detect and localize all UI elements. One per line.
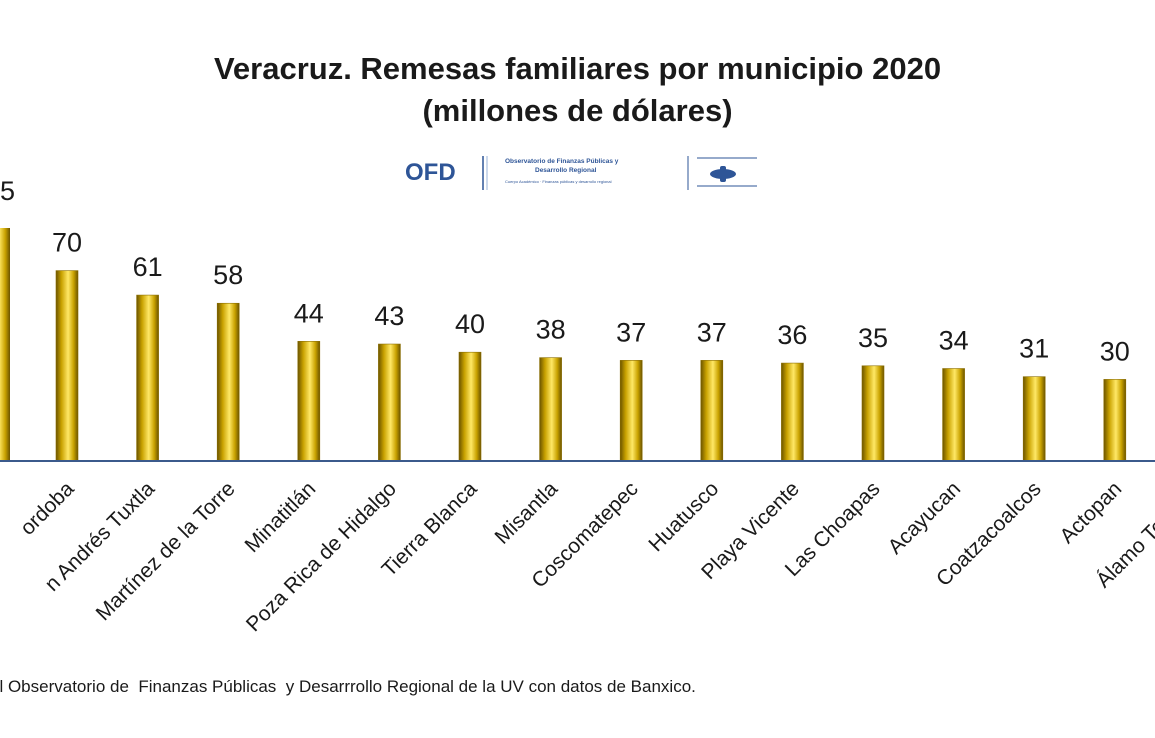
category-label-2: Martínez de la Torre: [92, 477, 240, 625]
value-label-11: 34: [939, 326, 969, 356]
value-label-6: 38: [536, 315, 566, 345]
value-label-1: 61: [133, 252, 163, 282]
bar-13: [1103, 379, 1127, 462]
bar-10: [861, 365, 885, 462]
value-label-2: 58: [213, 260, 243, 290]
category-label-8: Huatusco: [644, 477, 723, 556]
bar-4: [378, 343, 401, 462]
value-label-10: 35: [858, 323, 888, 353]
source-note: el Observatorio de Finanzas Públicas y D…: [0, 677, 696, 696]
value-label-13: 30: [1100, 336, 1130, 366]
bar-0: [55, 270, 79, 462]
ofd-logo-line3: Cuerpo Académico · Finanzas públicas y d…: [505, 179, 612, 184]
bar-2: [216, 302, 240, 462]
value-label-9: 36: [777, 320, 807, 350]
chart-title: Veracruz. Remesas familiares por municip…: [0, 48, 1155, 132]
value-label-5: 40: [455, 309, 485, 339]
value-label-3: 44: [294, 298, 324, 328]
chart-title-line: Veracruz. Remesas familiares por municip…: [213, 51, 942, 86]
ofd-logo-line1: Observatorio de Finanzas Públicas y: [505, 158, 619, 165]
bar-9: [781, 362, 804, 462]
value-label-12: 31: [1019, 334, 1049, 364]
ofd-logo-text: OFD: [405, 159, 456, 186]
bar-6: [539, 357, 562, 462]
ofd-logo: OFD Observatorio de Finanzas Públicas y …: [405, 156, 757, 190]
category-label-11: Acayucan: [884, 477, 965, 558]
bar-11: [942, 368, 965, 462]
bar-5: [458, 351, 482, 462]
category-label-0: ordoba: [16, 477, 79, 540]
bar-clipped-first: [0, 228, 10, 461]
value-label-clipped-first: 5: [0, 176, 15, 206]
value-label-4: 43: [374, 301, 404, 331]
bar-7: [619, 360, 643, 462]
uv-emblem-icon: [710, 166, 736, 182]
category-label-4: Poza Rica de Hidalgo: [242, 477, 401, 636]
value-label-7: 37: [616, 317, 646, 347]
value-label-0: 70: [52, 228, 82, 258]
chart-subtitle: (millones de dólares): [422, 93, 733, 128]
ofd-logo-line2: Desarrollo Regional: [535, 167, 597, 174]
bar-3: [297, 341, 321, 462]
category-label-13: Actopan: [1056, 477, 1127, 548]
bar-8: [700, 360, 724, 462]
value-label-8: 37: [697, 317, 727, 347]
bar-12: [1022, 376, 1046, 462]
category-label-6: Misantla: [491, 477, 563, 549]
bar-1: [136, 294, 159, 462]
category-label-3: Minatitlán: [241, 477, 321, 557]
